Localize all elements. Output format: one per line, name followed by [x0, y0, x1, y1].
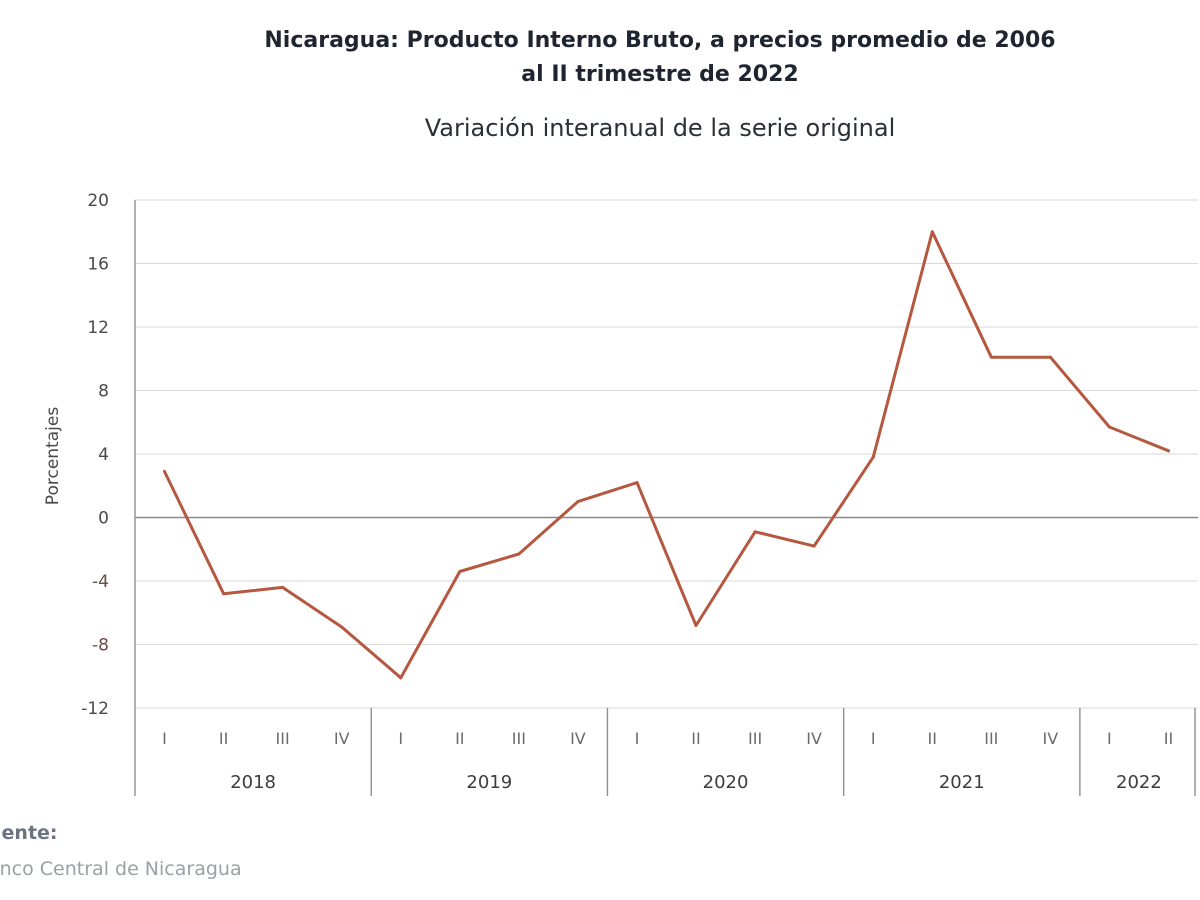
x-tick-label: I — [398, 729, 403, 748]
x-tick-label: III — [748, 729, 762, 748]
x-tick-label: III — [276, 729, 290, 748]
x-tick-label: II — [691, 729, 700, 748]
data-point — [753, 530, 757, 534]
y-tick-label: 4 — [98, 445, 109, 465]
data-point — [635, 481, 639, 485]
y-axis-title: Porcentajes — [43, 407, 63, 506]
x-tick-label: II — [455, 729, 464, 748]
data-point — [517, 552, 521, 556]
year-label-2019: 2019 — [466, 772, 512, 793]
data-point — [163, 469, 167, 473]
x-tick-label: III — [984, 729, 998, 748]
x-tick-label: II — [928, 729, 937, 748]
y-tick-label: -8 — [92, 636, 109, 656]
data-point — [458, 569, 462, 573]
chart-subtitle: Variación interanual de la serie origina… — [424, 114, 896, 142]
y-tick-label: 12 — [87, 318, 109, 338]
year-label-2018: 2018 — [230, 772, 276, 793]
data-point — [281, 585, 285, 589]
data-point — [399, 676, 403, 680]
x-tick-label: IV — [1043, 729, 1059, 748]
source-text: anco Central de Nicaragua — [0, 858, 242, 880]
y-tick-label: -4 — [92, 572, 109, 592]
x-tick-label: I — [162, 729, 167, 748]
year-label-2020: 2020 — [703, 772, 749, 793]
x-tick-label: III — [512, 729, 526, 748]
data-point — [1166, 449, 1170, 453]
y-tick-label: 8 — [98, 382, 109, 402]
data-point — [694, 623, 698, 627]
data-point — [930, 230, 934, 234]
data-point — [340, 625, 344, 629]
data-point — [222, 592, 226, 596]
data-point — [989, 355, 993, 359]
data-point — [576, 500, 580, 504]
chart-title-line-2: al II trimestre de 2022 — [521, 62, 799, 87]
y-tick-label: -12 — [81, 699, 109, 719]
series-line — [163, 230, 1170, 680]
data-point — [1107, 425, 1111, 429]
year-label-2022: 2022 — [1116, 772, 1162, 793]
data-point — [871, 455, 875, 459]
chart-title: Nicaragua: Producto Interno Bruto, a pre… — [0, 24, 1200, 92]
year-label-2021: 2021 — [939, 772, 985, 793]
data-point — [812, 544, 816, 548]
source-label: uente: — [0, 822, 58, 844]
chart-title-line-1: Nicaragua: Producto Interno Bruto, a pre… — [264, 28, 1056, 53]
x-tick-label: IV — [334, 729, 350, 748]
x-tick-label: I — [871, 729, 876, 748]
x-tick-label: I — [1107, 729, 1112, 748]
x-tick-label: IV — [570, 729, 586, 748]
x-tick-label: II — [1164, 729, 1173, 748]
y-tick-label: 0 — [98, 509, 109, 529]
y-tick-label: 16 — [87, 255, 109, 275]
y-tick-label: 20 — [87, 191, 109, 211]
x-tick-label: IV — [806, 729, 822, 748]
x-tick-label: I — [635, 729, 640, 748]
data-point — [1048, 355, 1052, 359]
x-tick-label: II — [219, 729, 228, 748]
